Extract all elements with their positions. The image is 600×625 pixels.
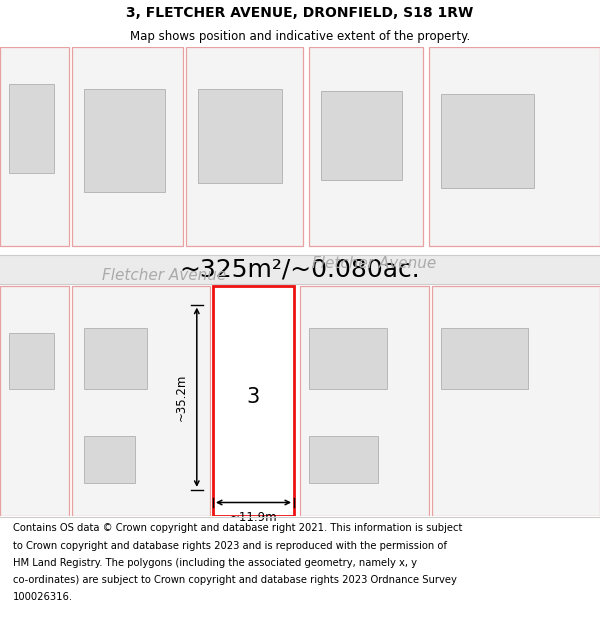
Text: 3, FLETCHER AVENUE, DRONFIELD, S18 1RW: 3, FLETCHER AVENUE, DRONFIELD, S18 1RW bbox=[127, 6, 473, 20]
Text: ~11.9m: ~11.9m bbox=[230, 511, 277, 524]
Text: ~35.2m: ~35.2m bbox=[175, 374, 188, 421]
Bar bbox=[0, 286, 69, 516]
Text: to Crown copyright and database rights 2023 and is reproduced with the permissio: to Crown copyright and database rights 2… bbox=[13, 541, 447, 551]
Bar bbox=[441, 328, 528, 389]
Text: Fletcher Avenue: Fletcher Avenue bbox=[102, 268, 226, 282]
Text: co-ordinates) are subject to Crown copyright and database rights 2023 Ordnance S: co-ordinates) are subject to Crown copyr… bbox=[13, 575, 457, 585]
Bar bbox=[321, 91, 402, 181]
Text: ~325m²/~0.080ac.: ~325m²/~0.080ac. bbox=[179, 258, 421, 281]
Bar bbox=[9, 332, 54, 389]
Bar bbox=[309, 328, 387, 389]
Bar bbox=[72, 47, 183, 246]
Bar bbox=[9, 84, 54, 173]
Bar bbox=[0, 256, 600, 284]
Bar bbox=[441, 94, 534, 188]
Bar bbox=[84, 89, 165, 192]
Text: 3: 3 bbox=[247, 388, 260, 408]
Bar bbox=[186, 47, 303, 246]
Bar bbox=[432, 286, 600, 516]
Text: Fletcher Avenue: Fletcher Avenue bbox=[312, 256, 436, 271]
Bar bbox=[198, 89, 282, 182]
Bar bbox=[84, 328, 147, 389]
Bar bbox=[84, 436, 135, 482]
Bar bbox=[72, 286, 210, 516]
Bar bbox=[300, 286, 429, 516]
Bar bbox=[309, 47, 423, 246]
Bar bbox=[213, 286, 294, 516]
Text: Contains OS data © Crown copyright and database right 2021. This information is : Contains OS data © Crown copyright and d… bbox=[13, 523, 463, 533]
Text: 100026316.: 100026316. bbox=[13, 592, 73, 602]
Bar bbox=[0, 47, 69, 246]
Text: HM Land Registry. The polygons (including the associated geometry, namely x, y: HM Land Registry. The polygons (includin… bbox=[13, 558, 417, 568]
Bar bbox=[429, 47, 600, 246]
Text: Map shows position and indicative extent of the property.: Map shows position and indicative extent… bbox=[130, 30, 470, 43]
Bar bbox=[309, 436, 378, 482]
